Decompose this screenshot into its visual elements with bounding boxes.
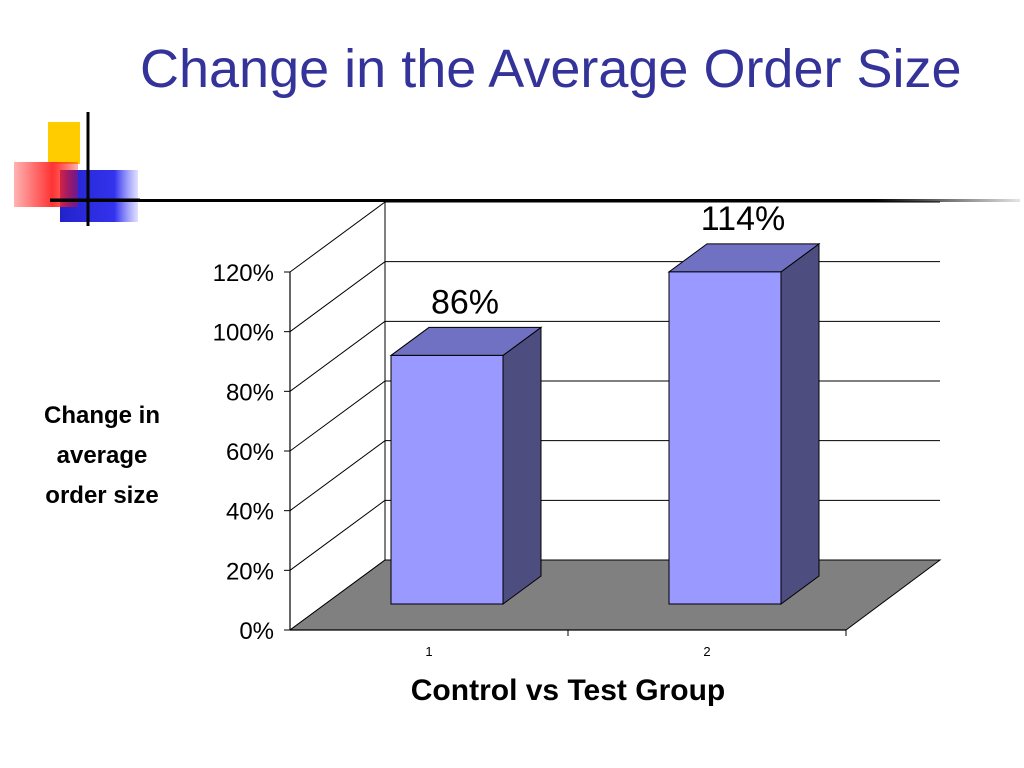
data-label: 114% — [701, 200, 785, 238]
bar — [668, 271, 782, 605]
chart-x-axis-title: Control vs Test Group — [410, 674, 726, 707]
bar-side — [780, 242, 820, 605]
data-label: 86% — [431, 283, 499, 321]
side-wall-line — [289, 440, 386, 512]
y-tick-label: 80% — [226, 379, 274, 406]
y-tick-label: 20% — [226, 558, 274, 585]
side-wall-line — [289, 320, 386, 392]
chart-floor — [288, 559, 942, 631]
side-wall-line — [289, 499, 386, 571]
page-title: Change in the Average Order Size — [140, 39, 962, 99]
y-tick-label: 100% — [213, 320, 274, 347]
title-divider — [50, 199, 1020, 202]
side-wall-line — [289, 261, 386, 333]
chart-y-axis-title: Change in average order size — [43, 402, 160, 509]
side-wall-line — [289, 380, 386, 452]
side-wall-line — [289, 201, 386, 273]
y-tick-label: 120% — [213, 260, 274, 287]
x-tick-label: 2 — [703, 644, 710, 659]
y-tick-label: 40% — [226, 499, 274, 526]
bar — [390, 354, 504, 605]
y-tick-label: 0% — [239, 618, 274, 645]
y-tick-label: 60% — [226, 439, 274, 466]
bar-side — [502, 326, 542, 605]
x-tick-label: 1 — [425, 644, 432, 659]
